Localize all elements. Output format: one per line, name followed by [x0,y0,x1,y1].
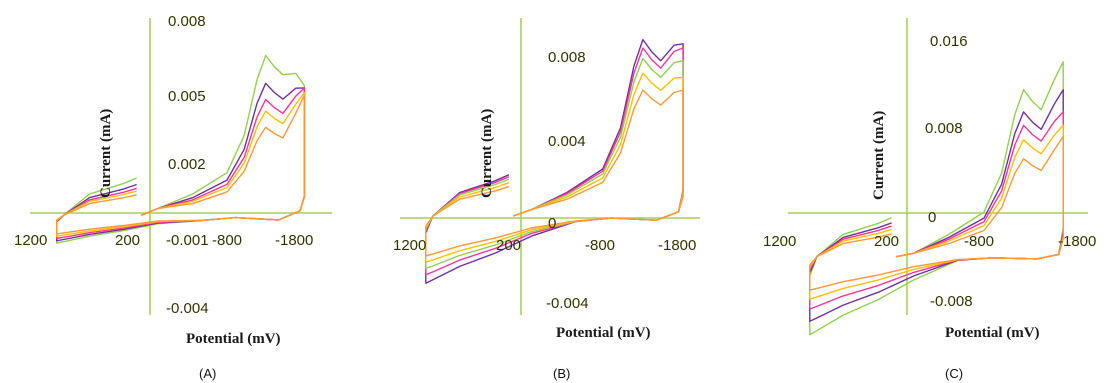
panel-b-ytick-2: 0 [548,215,556,232]
panel-c-series-4 [809,124,1064,300]
panel-c-x-axis-title: Potential (mV) [945,325,1040,341]
panel-b: 0.008 0.004 0 -0.004 1200 200 -800 -1800… [393,18,700,381]
panel-b-label: (B) [553,366,570,381]
panel-c-label: (C) [945,366,963,381]
panel-b-series-3 [425,57,684,270]
panel-c-ytick-1: 0.008 [925,120,963,137]
panel-c-y-axis-title: Current (mA) [871,111,887,200]
panel-b-series-1 [425,38,684,284]
panel-a-series-1 [56,54,306,244]
panel-a-ytick-0: 0.008 [168,13,206,30]
panel-b-series-5 [425,89,684,257]
panel-a-ytick-1: 0.005 [168,88,206,105]
panel-a-xtick-3: -1800 [275,232,313,249]
panel-b-xtick-3: -1800 [658,237,696,254]
panel-b-ytick-3: -0.004 [546,295,589,312]
panel-b-ytick-1: 0.004 [548,133,586,150]
panel-b-x-axis-title: Potential (mV) [556,325,651,341]
panel-a-label: (A) [199,366,216,381]
panel-c-ytick-3: -0.008 [930,293,973,310]
panel-c-series-5 [809,135,1064,291]
panel-b-series-2 [425,47,684,276]
panel-a-series-group [56,54,306,244]
panel-b-xtick-2: -800 [585,237,615,254]
panel-a-ytick-3: -0.001 [166,232,209,249]
panel-c-xtick-0: 1200 [763,233,796,250]
panel-a-ytick-2: 0.002 [168,156,206,173]
panel-b-y-axis-title: Current (mA) [479,109,495,198]
panel-b-xtick-1: 200 [496,237,521,254]
panel-a-x-axis-title: Potential (mV) [186,331,281,347]
panel-c-series-group [809,61,1064,336]
panel-b-series-4 [425,72,684,263]
panel-a-xtick-0: 1200 [14,232,47,249]
panel-a-xtick-1: 200 [115,232,140,249]
panel-c-ytick-2: 0 [928,209,936,226]
panel-b-xtick-0: 1200 [393,237,426,254]
panel-a-y-axis-title: Current (mA) [98,109,114,198]
panel-b-series-group [425,38,684,284]
panel-a: 0.008 0.005 0.002 -0.001 -0.004 1200 200… [14,13,332,381]
panel-b-ytick-0: 0.008 [548,49,586,66]
panel-c-xtick-1: 200 [874,233,899,250]
panel-a-ytick-4: -0.004 [166,300,209,317]
panel-c-xtick-2: -800 [964,233,994,250]
panel-a-series-5 [56,94,306,235]
panel-c-ytick-0: 0.016 [930,33,968,50]
panel-c: 0.016 0.008 0 -0.008 1200 200 -800 -1800… [763,18,1096,381]
panel-a-xtick-2: -800 [212,232,242,249]
panel-c-xtick-3: -1800 [1058,233,1096,250]
